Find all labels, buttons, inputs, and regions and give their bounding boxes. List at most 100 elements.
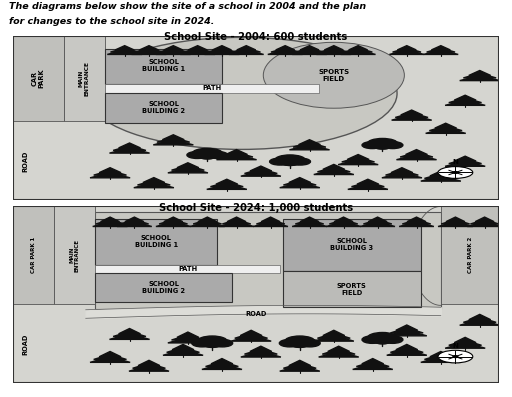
- Circle shape: [453, 172, 458, 173]
- Polygon shape: [208, 48, 236, 52]
- FancyBboxPatch shape: [95, 219, 217, 265]
- Polygon shape: [396, 154, 437, 160]
- Polygon shape: [341, 50, 375, 54]
- Polygon shape: [364, 220, 392, 224]
- FancyBboxPatch shape: [105, 93, 222, 123]
- Polygon shape: [205, 361, 239, 366]
- Polygon shape: [424, 355, 457, 359]
- Polygon shape: [113, 146, 146, 150]
- Polygon shape: [205, 50, 239, 54]
- Text: SCHOOL
BUILDING 3: SCHOOL BUILDING 3: [330, 239, 373, 251]
- Text: SCHOOL
BUILDING 1: SCHOOL BUILDING 1: [135, 235, 178, 248]
- Polygon shape: [198, 217, 217, 222]
- Polygon shape: [202, 364, 242, 370]
- Polygon shape: [316, 50, 351, 54]
- Polygon shape: [454, 156, 476, 161]
- Circle shape: [270, 158, 290, 165]
- Polygon shape: [289, 177, 311, 183]
- Polygon shape: [407, 217, 426, 222]
- Polygon shape: [111, 48, 139, 52]
- Polygon shape: [177, 332, 199, 337]
- FancyBboxPatch shape: [105, 49, 222, 83]
- FancyBboxPatch shape: [95, 212, 441, 309]
- Text: CAR PARK 2: CAR PARK 2: [467, 237, 473, 273]
- Polygon shape: [423, 50, 458, 54]
- Polygon shape: [241, 171, 281, 176]
- Polygon shape: [289, 360, 311, 366]
- Text: The diagrams below show the site of a school in 2004 and the plan: The diagrams below show the site of a sc…: [9, 2, 367, 11]
- Polygon shape: [324, 46, 344, 50]
- Polygon shape: [133, 363, 165, 368]
- Polygon shape: [164, 46, 183, 50]
- Polygon shape: [475, 217, 494, 222]
- Polygon shape: [162, 135, 184, 140]
- Polygon shape: [229, 50, 264, 54]
- Polygon shape: [322, 349, 355, 354]
- Polygon shape: [300, 217, 319, 222]
- Polygon shape: [430, 171, 452, 176]
- Text: SCHOOL
BUILDING 2: SCHOOL BUILDING 2: [142, 281, 185, 294]
- Polygon shape: [454, 337, 476, 343]
- Polygon shape: [396, 345, 418, 350]
- Polygon shape: [172, 166, 204, 170]
- Polygon shape: [406, 150, 428, 154]
- Polygon shape: [293, 143, 326, 147]
- Polygon shape: [190, 222, 225, 227]
- Polygon shape: [300, 46, 319, 50]
- Polygon shape: [280, 366, 320, 371]
- Polygon shape: [429, 126, 462, 131]
- Polygon shape: [168, 168, 208, 173]
- Polygon shape: [397, 46, 416, 50]
- Polygon shape: [329, 220, 358, 224]
- Circle shape: [300, 339, 320, 347]
- Circle shape: [197, 336, 227, 347]
- Polygon shape: [211, 358, 233, 364]
- Circle shape: [362, 142, 382, 148]
- Polygon shape: [90, 357, 130, 362]
- FancyBboxPatch shape: [13, 206, 499, 383]
- Polygon shape: [110, 148, 150, 153]
- Text: for changes to the school site in 2024.: for changes to the school site in 2024.: [9, 17, 215, 26]
- Circle shape: [367, 139, 398, 149]
- Polygon shape: [275, 46, 295, 50]
- Polygon shape: [231, 335, 271, 341]
- FancyBboxPatch shape: [13, 206, 54, 304]
- Circle shape: [187, 152, 207, 158]
- Polygon shape: [460, 75, 500, 81]
- Polygon shape: [390, 50, 424, 54]
- Polygon shape: [250, 166, 272, 171]
- Circle shape: [199, 154, 216, 159]
- Polygon shape: [244, 349, 278, 354]
- Ellipse shape: [263, 42, 404, 108]
- Polygon shape: [421, 357, 461, 362]
- Polygon shape: [193, 220, 222, 224]
- Circle shape: [192, 148, 223, 159]
- Polygon shape: [435, 123, 457, 128]
- Polygon shape: [125, 217, 144, 222]
- Polygon shape: [387, 330, 427, 336]
- Circle shape: [207, 152, 228, 158]
- Circle shape: [280, 339, 300, 347]
- Polygon shape: [295, 48, 324, 52]
- Polygon shape: [120, 220, 148, 224]
- Polygon shape: [94, 170, 126, 175]
- Polygon shape: [207, 184, 247, 189]
- Polygon shape: [441, 206, 499, 304]
- FancyBboxPatch shape: [95, 265, 281, 273]
- Polygon shape: [227, 217, 246, 222]
- FancyBboxPatch shape: [105, 84, 319, 93]
- Polygon shape: [390, 347, 423, 353]
- Polygon shape: [326, 222, 361, 227]
- Polygon shape: [392, 115, 432, 120]
- Polygon shape: [393, 48, 421, 52]
- Polygon shape: [253, 222, 288, 227]
- Polygon shape: [463, 73, 496, 78]
- Polygon shape: [463, 317, 496, 322]
- Polygon shape: [368, 217, 387, 222]
- Polygon shape: [334, 217, 353, 222]
- Polygon shape: [156, 222, 190, 227]
- Polygon shape: [222, 220, 251, 224]
- Polygon shape: [220, 152, 253, 157]
- Circle shape: [374, 338, 391, 344]
- Polygon shape: [356, 361, 389, 366]
